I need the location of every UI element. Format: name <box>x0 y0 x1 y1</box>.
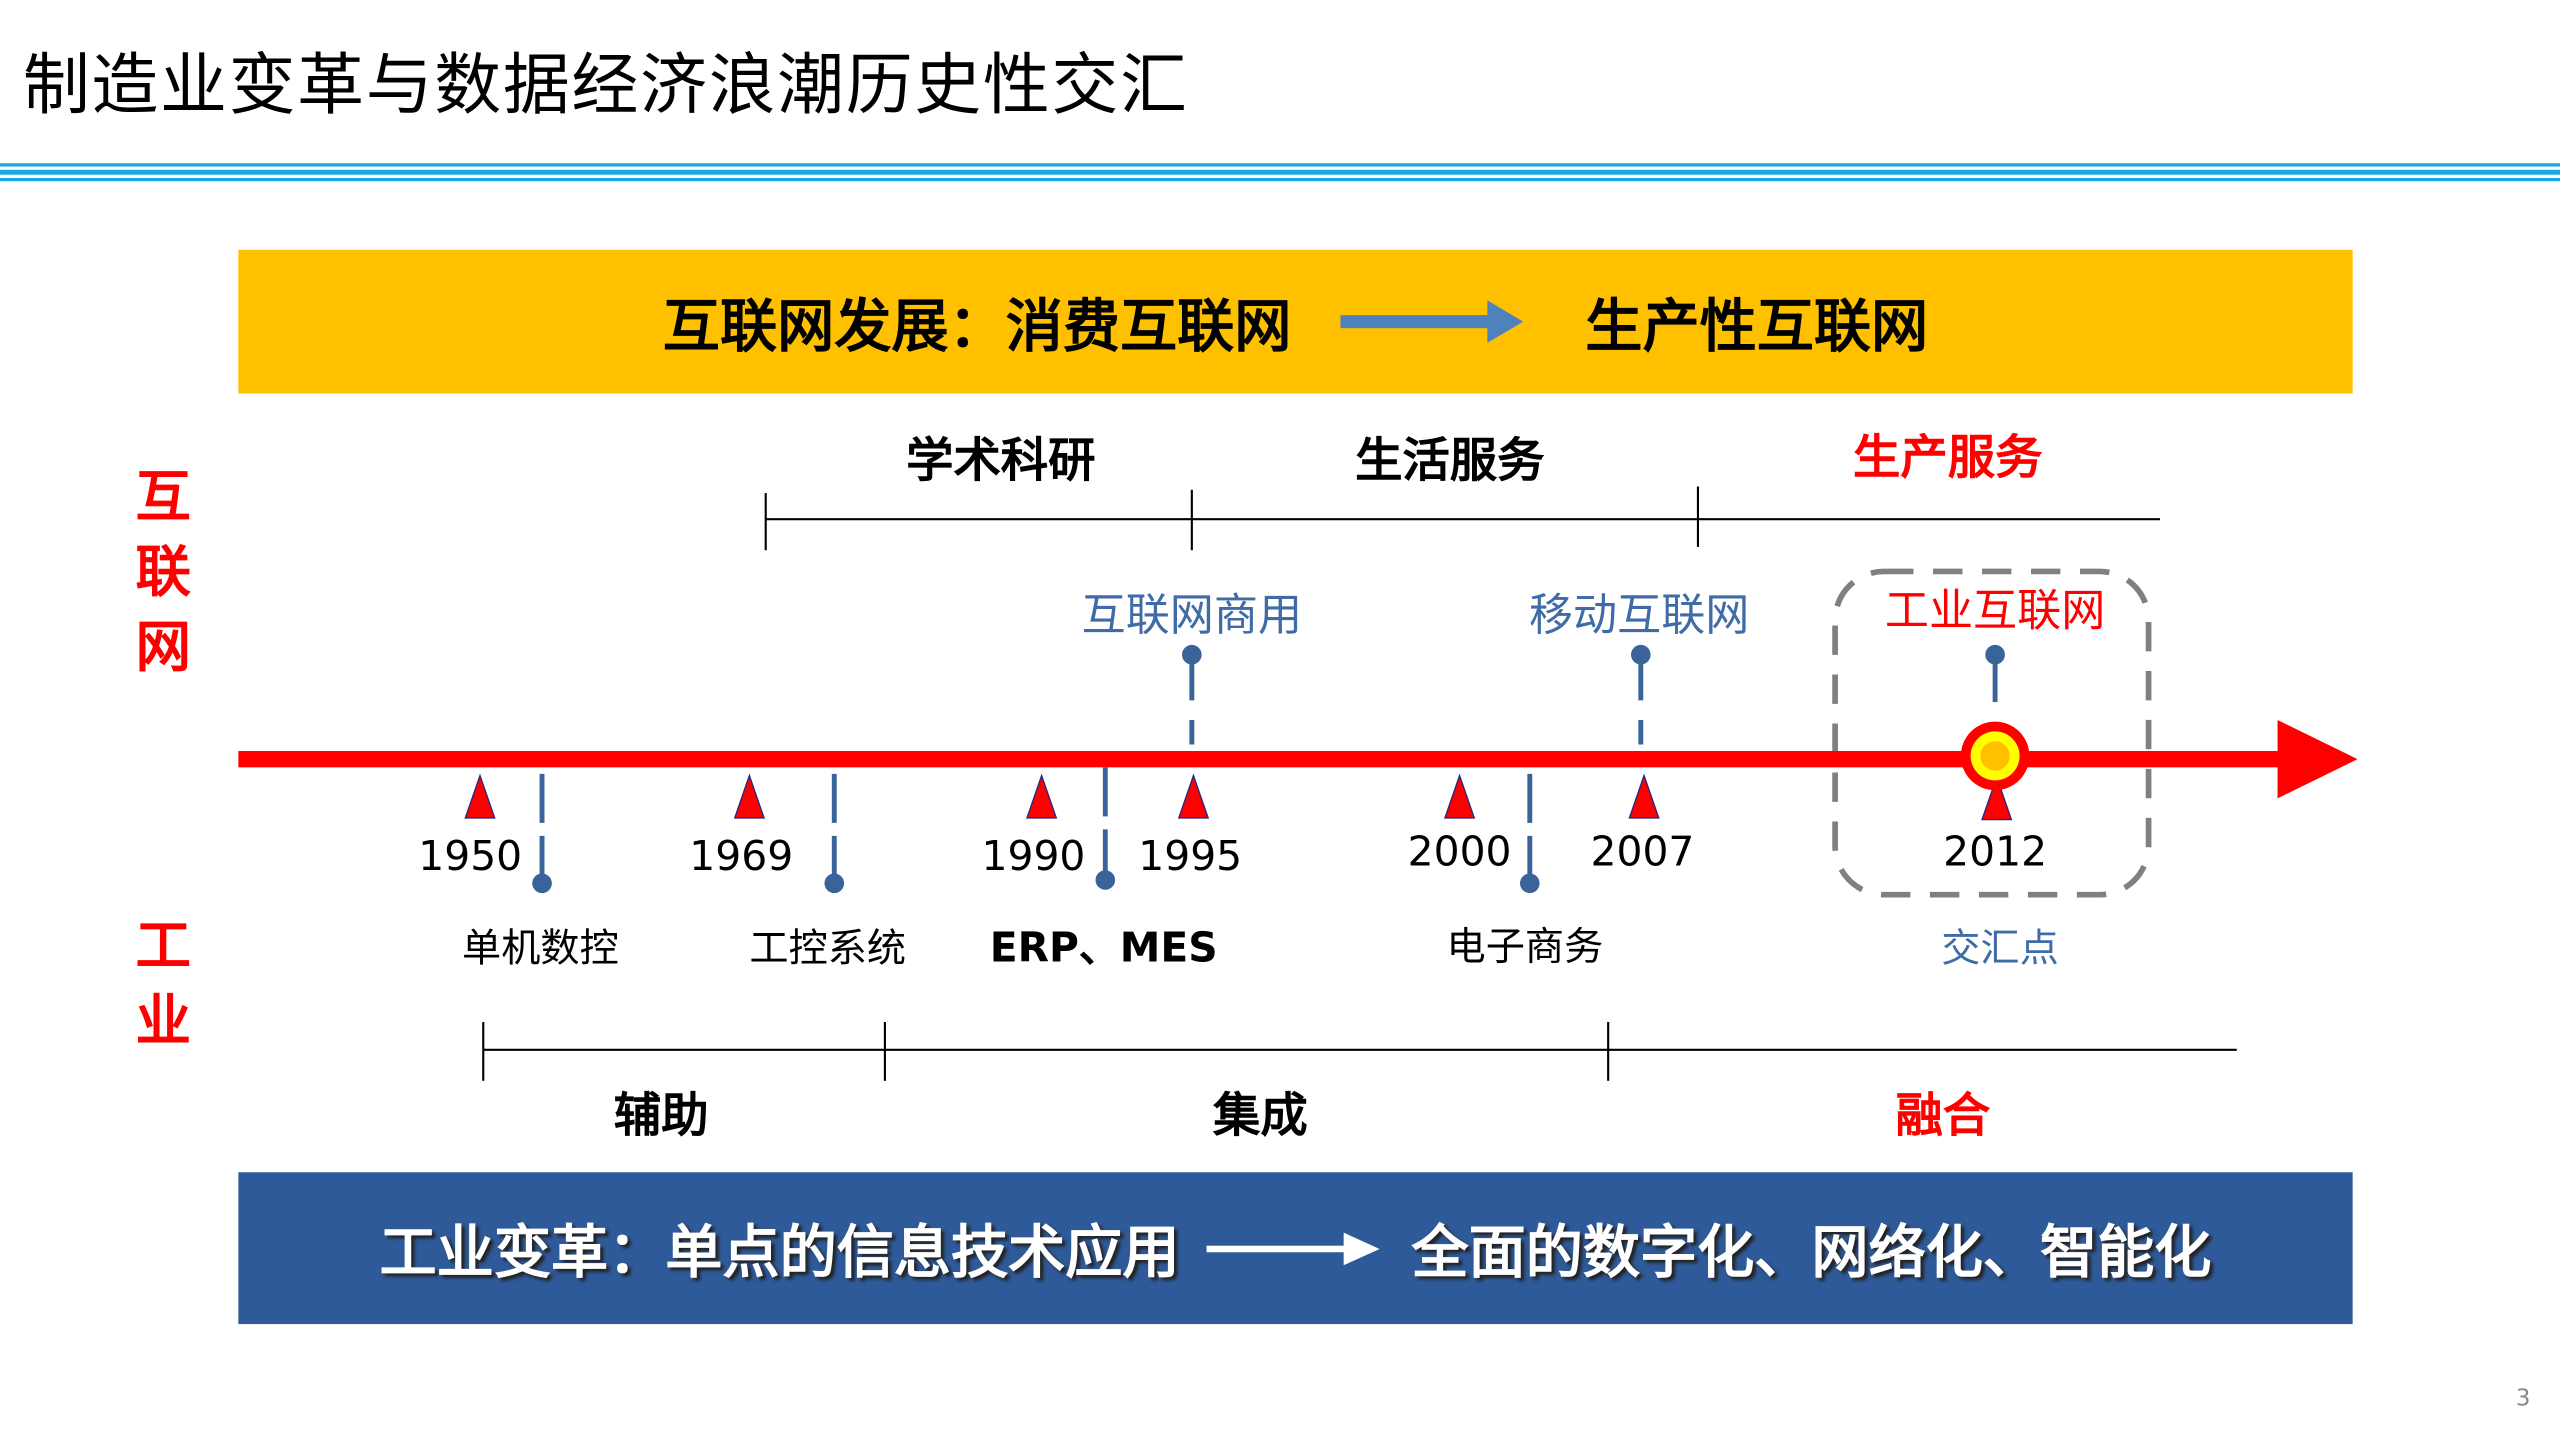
banner-prefix: 工业变革： <box>379 1221 666 1287</box>
year-2000: 2000 <box>1407 827 1512 876</box>
year-marker <box>1981 775 2013 821</box>
event-industrial-control: 工控系统 <box>749 925 907 972</box>
year-marker <box>1628 773 1660 819</box>
page-number: 3 <box>2515 1386 2531 1413</box>
convergence-highlight-box <box>1832 568 2152 898</box>
event-standalone-nc: 单机数控 <box>462 925 619 972</box>
event-industrial-internet: 工业互联网 <box>1884 586 2106 637</box>
event-ecommerce: 电子商务 <box>1446 924 1604 970</box>
event-pin <box>1182 644 1202 665</box>
event-mobile-internet: 移动互联网 <box>1528 591 1750 642</box>
year-marker <box>464 773 496 819</box>
side-label-internet: 互联网 <box>135 465 192 681</box>
banner-from: 消费互联网 <box>1005 294 1292 360</box>
phase-life-services: 生活服务 <box>1355 432 1545 489</box>
event-pin <box>1985 644 2005 665</box>
event-erp-mes: ERP、MES <box>989 924 1218 972</box>
year-markers <box>464 773 2013 821</box>
phase-fusion: 融合 <box>1895 1087 1991 1143</box>
timeline-arrowhead <box>2277 719 2358 799</box>
year-marker <box>1026 773 1058 819</box>
year-1950: 1950 <box>418 832 523 880</box>
header-divider <box>0 163 2560 167</box>
year-2012: 2012 <box>1943 827 2048 876</box>
phase-integrate: 集成 <box>1213 1087 1308 1143</box>
banner-to: 全面的数字化、网络化、智能化 <box>1411 1221 2212 1287</box>
event-pin <box>1631 644 1651 665</box>
convergence-point-marker <box>1960 721 2030 791</box>
event-pin <box>1519 873 1540 894</box>
year-2007: 2007 <box>1590 827 1695 876</box>
year-1969: 1969 <box>689 832 794 880</box>
year-marker <box>1177 773 1210 819</box>
year-marker <box>733 773 765 819</box>
industry-transformation-banner: 工业变革： 单点的信息技术应用 全面的数字化、网络化、智能化 <box>238 1172 2353 1325</box>
year-1990: 1990 <box>981 832 1086 880</box>
banner-to: 生产性互联网 <box>1585 294 1929 360</box>
event-commercial-internet: 互联网商用 <box>1081 591 1303 642</box>
phase-assist: 辅助 <box>613 1087 709 1143</box>
header-divider <box>0 177 2560 182</box>
banner-prefix: 互联网发展： <box>662 294 1006 360</box>
event-convergence-point: 交汇点 <box>1941 925 2059 972</box>
arrow-right-icon <box>1205 1231 1379 1265</box>
header-divider <box>0 169 2560 175</box>
event-pin <box>824 873 845 894</box>
event-pin <box>1095 870 1116 890</box>
slide-title: 制造业变革与数据经济浪潮历史性交汇 <box>22 45 1189 125</box>
banner-from: 单点的信息技术应用 <box>665 1221 1180 1287</box>
phase-research: 学术科研 <box>906 432 1096 489</box>
internet-development-banner: 互联网发展： 消费互联网 生产性互联网 <box>238 249 2353 394</box>
industry-phase-bracket <box>482 1022 2237 1081</box>
event-pin <box>532 873 552 894</box>
year-1995: 1995 <box>1138 832 1243 880</box>
side-label-industry: 工业 <box>135 914 192 1055</box>
internet-phase-bracket <box>764 486 2160 551</box>
year-marker <box>1443 773 1476 819</box>
timeline-axis <box>238 751 2286 768</box>
phase-production-services: 生产服务 <box>1853 429 2043 485</box>
arrow-right-icon <box>1340 300 1524 343</box>
